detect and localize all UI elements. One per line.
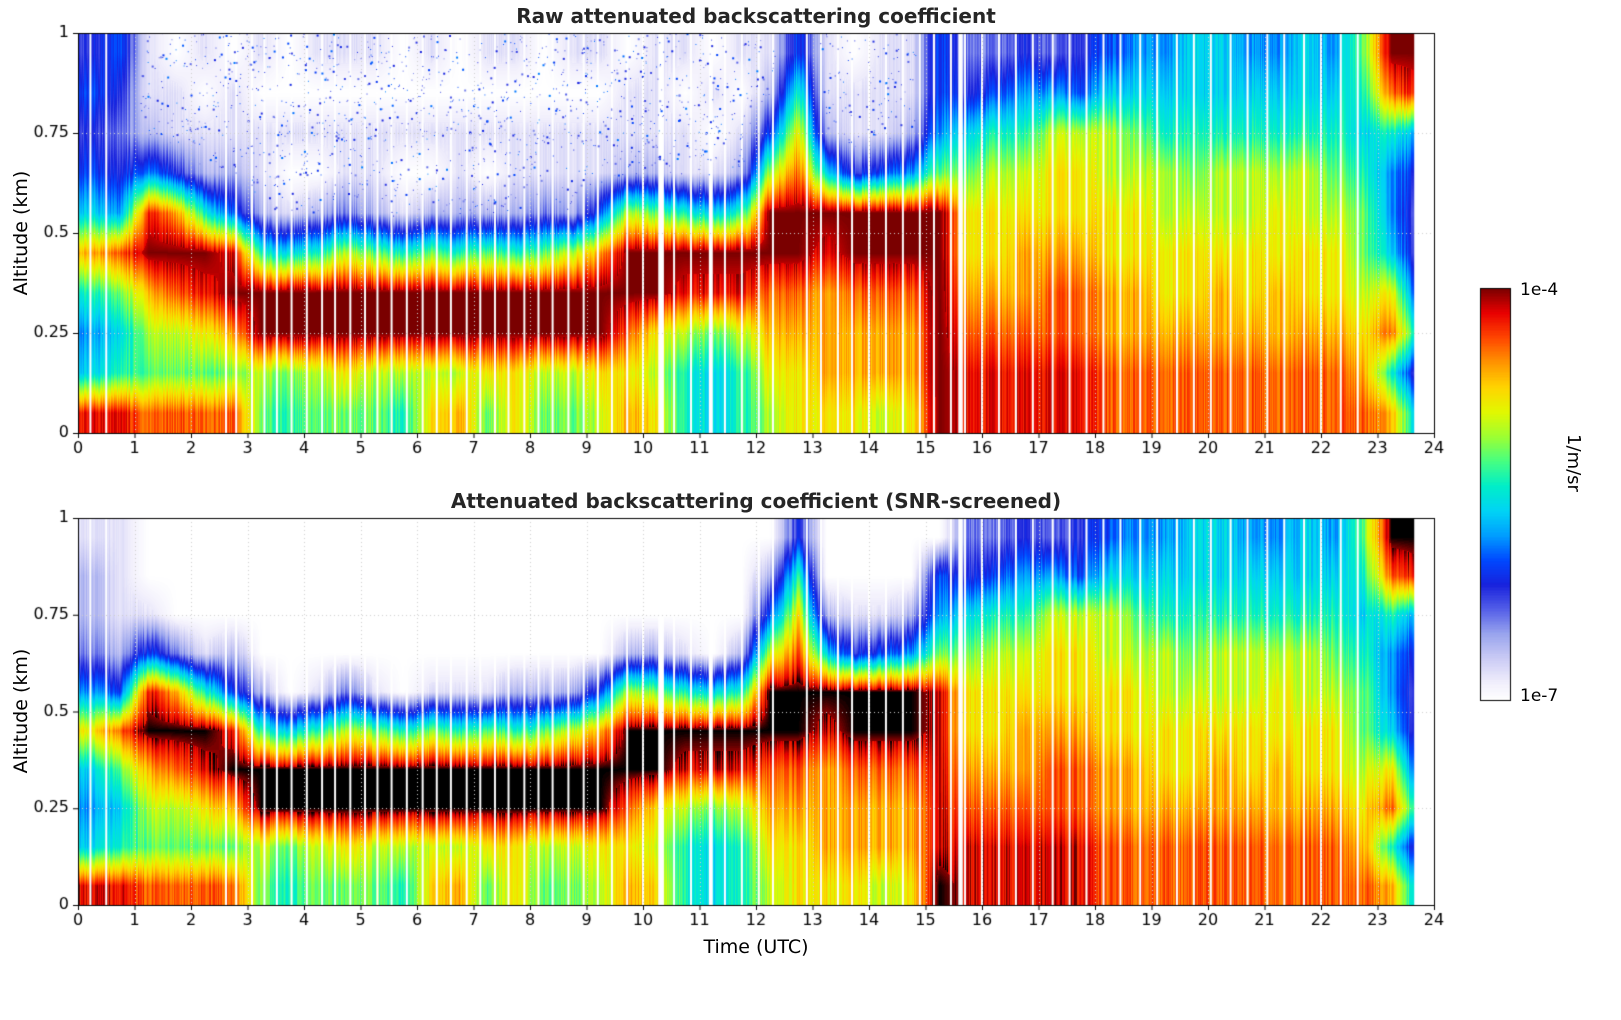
colorbar-min-label: 1e-7 (1520, 686, 1559, 706)
raw-plot-title: Raw attenuated backscattering coefficien… (516, 4, 996, 28)
x-axis-label: Time (UTC) (703, 936, 809, 958)
y-axis-label-bottom: Altitude (km) (10, 648, 32, 774)
y-axis-label-top: Altitude (km) (10, 170, 32, 296)
colorbar-unit-label: 1/m/sr (1563, 434, 1584, 492)
screened-plot-title: Attenuated backscattering coefficient (S… (450, 489, 1062, 513)
colorbar-max-label: 1e-4 (1520, 280, 1559, 300)
